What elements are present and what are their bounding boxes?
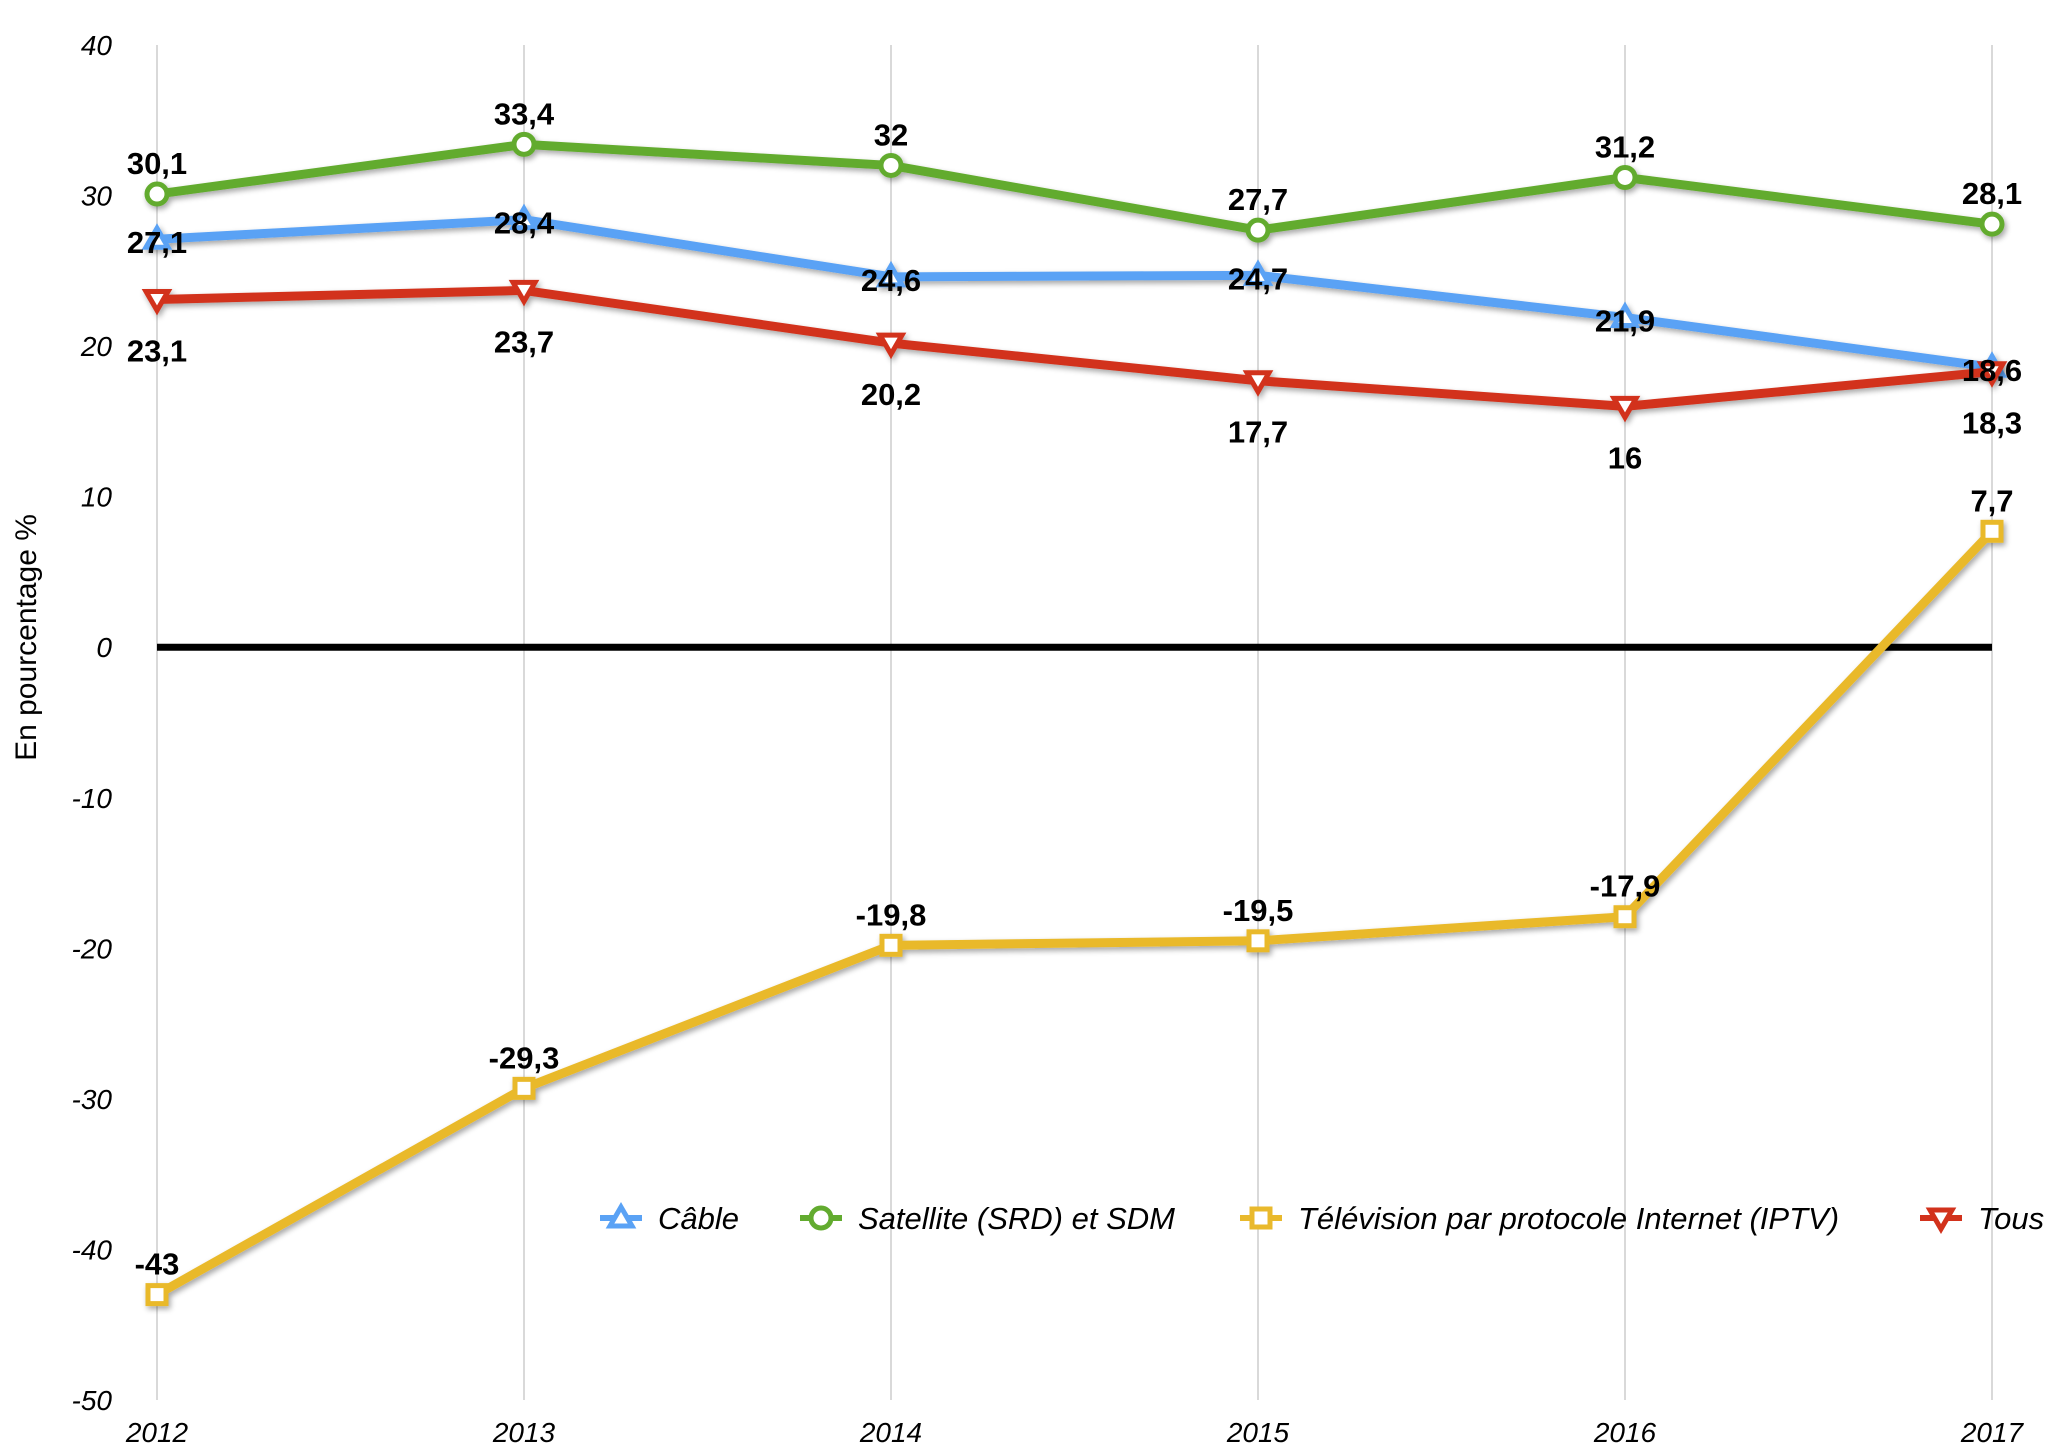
grid-lines [156,45,1993,1400]
data-point-marker [512,1076,536,1100]
data-point-marker [1979,211,2005,237]
x-tick-label: 2012 [125,1417,189,1444]
legend-label: Satellite (SRD) et SDM [858,1201,1175,1236]
data-point-marker [875,332,907,360]
data-point-marker [511,131,537,157]
data-label: -43 [135,1247,180,1282]
legend-item: Tous [1920,1201,2044,1236]
series-line [152,215,1997,372]
data-label: 20,2 [861,377,921,412]
y-tick-label: 40 [81,30,113,61]
y-tick-label: -20 [72,933,113,964]
series-line [152,526,1997,1300]
x-tick-label: 2015 [1226,1417,1290,1444]
series-1 [144,131,2005,243]
data-label: 23,1 [127,333,187,368]
data-label: 7,7 [1970,483,2013,518]
data-label: -19,8 [856,897,927,932]
data-point-marker [875,260,907,288]
data-label: 30,1 [127,146,187,181]
data-point-marker [1976,361,2008,388]
axes: 2012 2013 2014 2015 2016 2017 40 30 20 10 0 -10 -20 -… [10,30,2025,1444]
data-point-marker [1242,259,1274,286]
data-point-marker [508,203,540,231]
y-tick-label: 20 [80,331,113,362]
series-group [141,131,2008,1307]
data-label: 23,7 [494,324,554,359]
data-point-marker [878,152,904,178]
data-point-marker [144,181,170,207]
legend-label: Câble [658,1201,739,1236]
data-point-marker [1609,395,1641,423]
legend-item: Satellite (SRD) et SDM [800,1201,1175,1236]
y-tick-label: 10 [81,482,113,513]
series-3 [141,279,2008,423]
data-label: 31,2 [1595,129,1655,164]
data-point-marker [508,279,540,307]
y-tick-label: -40 [72,1234,113,1265]
x-tick-label: 2016 [1593,1417,1657,1444]
data-label: 33,4 [494,96,555,131]
data-label: 27,7 [1228,182,1288,217]
legend-marker [1249,1206,1273,1230]
y-tick-label: -10 [72,783,113,814]
data-label: 28,1 [1962,176,2022,211]
data-label: 21,9 [1595,304,1655,339]
data-point-marker [145,1283,169,1307]
data-label: 17,7 [1228,415,1288,450]
series-line [152,285,1997,411]
data-label: 28,4 [494,206,555,241]
legend-marker [1925,1207,1957,1234]
data-point-marker [1980,519,2004,543]
legend-item: Télévision par protocole Internet (IPTV) [1240,1201,1839,1236]
data-label: 24,7 [1228,261,1288,296]
legend-item: Câble [600,1201,739,1236]
x-tick-label: 2013 [492,1417,556,1444]
data-point-marker [1609,301,1641,329]
legend-marker [605,1202,637,1229]
data-labels: 27,1 28,4 24,6 24,7 21,9 18,6 30,1 33,4 32 27,7 31… [127,96,2022,1281]
data-label: 32 [874,117,908,152]
data-label: -29,3 [489,1040,560,1075]
data-point-marker [141,223,173,250]
data-label: 16 [1608,440,1642,475]
y-tick-label: -30 [72,1084,113,1115]
data-point-marker [141,288,173,316]
data-label: 27,1 [127,225,187,260]
data-label: -17,9 [1590,869,1661,904]
legend: Câble Satellite (SRD) et SDM Télévision pa… [600,1201,2044,1236]
series-2 [145,519,2004,1307]
data-label: 24,6 [861,263,921,298]
data-point-marker [1612,164,1638,190]
y-tick-label: 30 [81,181,113,212]
data-label: 18,3 [1962,406,2022,441]
y-axis-title: En pourcentage % [10,514,43,761]
x-tick-label: 2017 [1960,1417,2025,1444]
data-point-marker [1613,905,1637,929]
data-point-marker [1246,929,1270,953]
data-point-marker [1242,370,1274,397]
y-tick-label: -50 [72,1385,113,1416]
legend-marker [808,1205,834,1231]
legend-label: Tous [1978,1201,2044,1236]
legend-label: Télévision par protocole Internet (IPTV) [1298,1201,1839,1236]
data-label: 18,6 [1962,353,2022,388]
y-tick-label: 0 [96,632,112,663]
x-tick-label: 2014 [859,1417,922,1444]
data-label: -19,5 [1223,893,1294,928]
series-line [152,139,1997,235]
data-point-marker [1245,217,1271,243]
data-point-marker [879,933,903,957]
